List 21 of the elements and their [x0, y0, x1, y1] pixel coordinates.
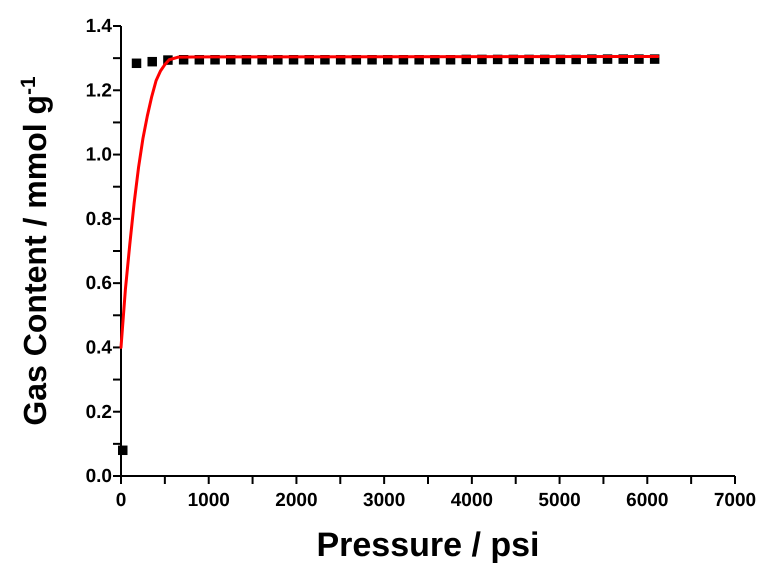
x-tick-label: 5000 — [538, 490, 581, 511]
y-tick-label: 0.8 — [86, 208, 112, 230]
x-axis-title: Pressure / psi — [316, 526, 540, 564]
x-tick-label: 4000 — [450, 490, 493, 511]
point — [147, 56, 157, 66]
x-tick-label: 3000 — [363, 490, 406, 511]
y-tick-label: 0.6 — [86, 273, 112, 294]
x-tick-label: 6000 — [626, 490, 668, 511]
y-tick-label: 0.2 — [86, 402, 112, 423]
y-tick-label: 0.0 — [86, 466, 112, 488]
y-tick-label: 0.4 — [86, 338, 112, 359]
point — [132, 58, 142, 68]
y-tick-label: 1.2 — [86, 80, 112, 102]
x-tick-label: 7000 — [714, 490, 756, 511]
y-tick-label: 1.0 — [86, 144, 112, 166]
x-tick-label: 2000 — [275, 490, 318, 511]
x-tick-label: 0 — [116, 490, 126, 511]
line-series — [120, 55, 660, 349]
point — [118, 446, 128, 456]
y-tick-label: 1.4 — [86, 16, 112, 38]
x-tick-label: 1000 — [188, 490, 230, 511]
